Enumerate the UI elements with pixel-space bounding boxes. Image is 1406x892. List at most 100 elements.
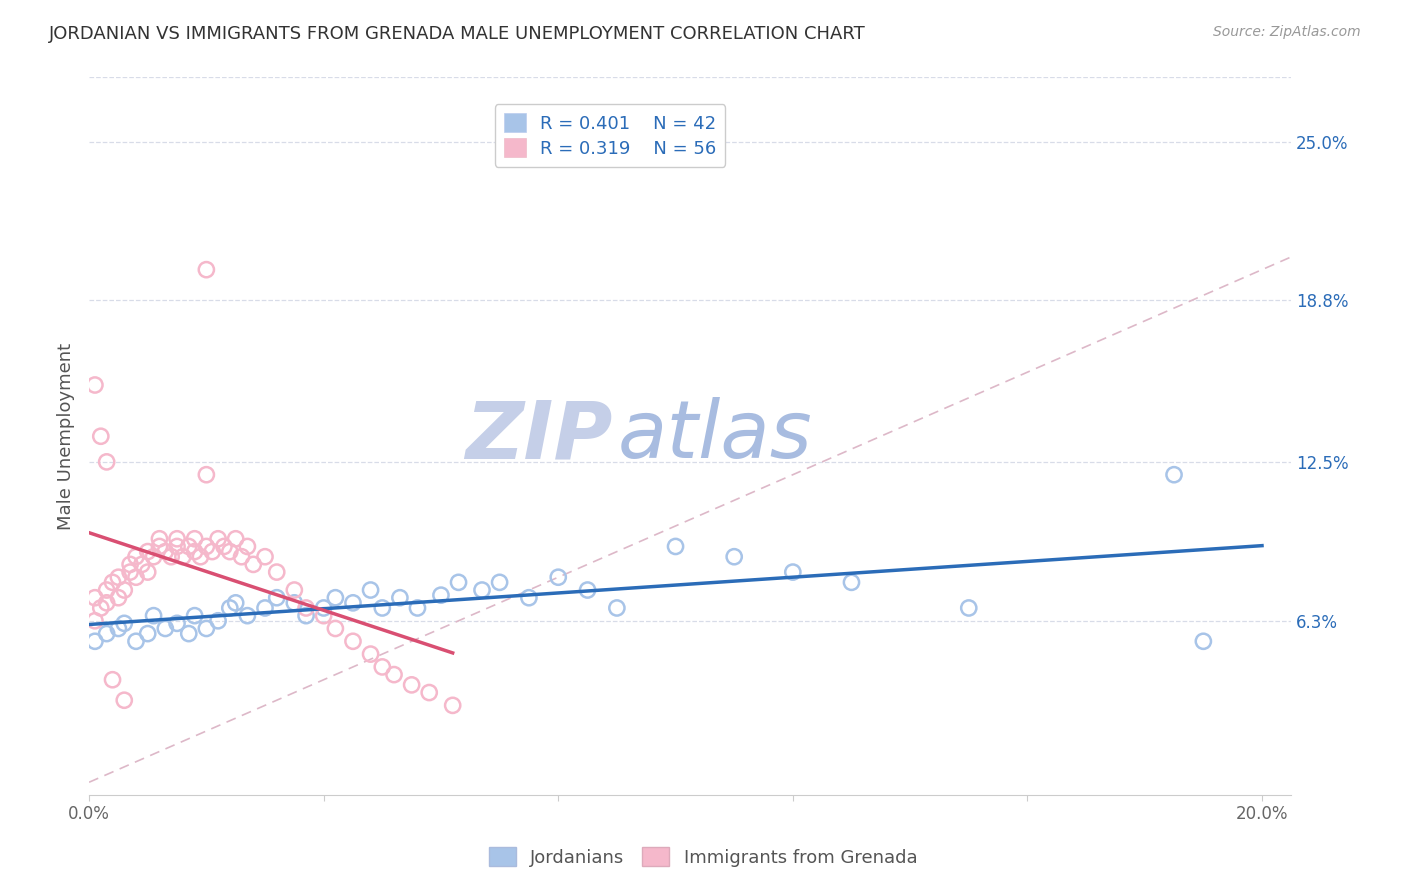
Point: [360, 582, 382, 597]
Point: [295, 601, 318, 615]
Point: [107, 570, 129, 584]
Point: [266, 591, 288, 605]
Point: [325, 622, 347, 636]
Point: [90, 601, 112, 615]
Text: JORDANIAN VS IMMIGRANTS FROM GRENADA MALE UNEMPLOYMENT CORRELATION CHART: JORDANIAN VS IMMIGRANTS FROM GRENADA MAL…: [49, 25, 866, 43]
Point: [371, 601, 394, 615]
Point: [212, 540, 235, 554]
Point: [401, 678, 423, 692]
Point: [201, 544, 224, 558]
Point: [120, 565, 142, 579]
Point: [447, 575, 470, 590]
Point: [112, 582, 135, 597]
Point: [283, 596, 305, 610]
Point: [155, 622, 177, 636]
Point: [242, 558, 264, 572]
Point: [172, 549, 194, 564]
Point: [183, 532, 205, 546]
Point: [112, 693, 135, 707]
Legend: Jordanians, Immigrants from Grenada: Jordanians, Immigrants from Grenada: [481, 840, 925, 874]
Point: [166, 532, 188, 546]
Point: [576, 582, 599, 597]
Point: [142, 608, 165, 623]
Point: [382, 667, 405, 681]
Point: [782, 565, 804, 579]
Point: [841, 575, 863, 590]
Text: ZIP: ZIP: [464, 397, 612, 475]
Point: [136, 565, 159, 579]
Point: [195, 540, 218, 554]
Point: [218, 601, 240, 615]
Point: [96, 626, 118, 640]
Point: [96, 596, 118, 610]
Point: [253, 601, 276, 615]
Point: [312, 608, 335, 623]
Point: [371, 660, 394, 674]
Point: [125, 634, 148, 648]
Point: [155, 544, 177, 558]
Point: [84, 634, 107, 648]
Point: [1192, 634, 1215, 648]
Point: [517, 591, 540, 605]
Point: [218, 544, 240, 558]
Point: [142, 549, 165, 564]
Point: [90, 429, 112, 443]
Point: [283, 582, 305, 597]
Point: [207, 614, 229, 628]
Point: [96, 455, 118, 469]
Point: [312, 601, 335, 615]
Point: [195, 467, 218, 482]
Point: [125, 549, 148, 564]
Point: [183, 608, 205, 623]
Point: [84, 591, 107, 605]
Point: [195, 262, 218, 277]
Point: [96, 582, 118, 597]
Point: [295, 608, 318, 623]
Point: [131, 558, 153, 572]
Point: [1163, 467, 1185, 482]
Point: [360, 647, 382, 661]
Point: [101, 575, 124, 590]
Point: [441, 698, 464, 713]
Point: [236, 540, 259, 554]
Point: [166, 540, 188, 554]
Y-axis label: Male Unemployment: Male Unemployment: [58, 343, 75, 530]
Point: [225, 596, 247, 610]
Point: [190, 549, 212, 564]
Point: [388, 591, 411, 605]
Point: [342, 634, 364, 648]
Point: [195, 622, 218, 636]
Point: [136, 626, 159, 640]
Point: [125, 570, 148, 584]
Text: atlas: atlas: [619, 397, 813, 475]
Point: [101, 673, 124, 687]
Text: Source: ZipAtlas.com: Source: ZipAtlas.com: [1213, 25, 1361, 39]
Point: [236, 608, 259, 623]
Point: [225, 532, 247, 546]
Legend: R = 0.401    N = 42, R = 0.319    N = 56: R = 0.401 N = 42, R = 0.319 N = 56: [495, 104, 725, 167]
Point: [136, 544, 159, 558]
Point: [406, 601, 429, 615]
Point: [107, 622, 129, 636]
Point: [107, 591, 129, 605]
Point: [418, 685, 440, 699]
Point: [177, 540, 200, 554]
Point: [488, 575, 510, 590]
Point: [84, 378, 107, 392]
Point: [471, 582, 494, 597]
Point: [547, 570, 569, 584]
Point: [231, 549, 253, 564]
Point: [342, 596, 364, 610]
Point: [166, 616, 188, 631]
Point: [148, 540, 170, 554]
Point: [606, 601, 628, 615]
Point: [957, 601, 980, 615]
Point: [183, 544, 205, 558]
Point: [177, 626, 200, 640]
Point: [160, 549, 183, 564]
Point: [266, 565, 288, 579]
Point: [207, 532, 229, 546]
Point: [84, 614, 107, 628]
Point: [664, 540, 686, 554]
Point: [325, 591, 347, 605]
